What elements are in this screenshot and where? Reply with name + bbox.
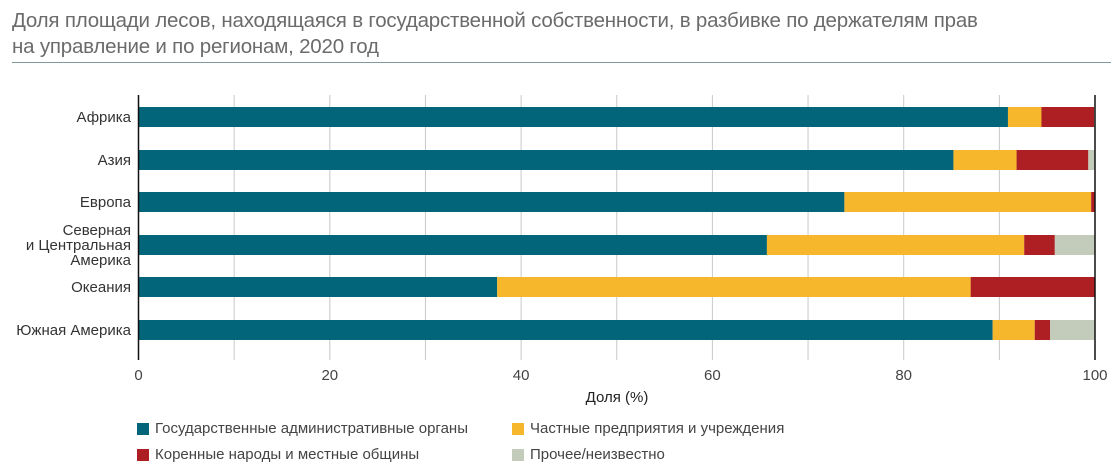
bar-segment-indigenous [1024,235,1055,255]
bar-segment-private [766,235,1025,255]
category-label-line: Америка [70,252,131,269]
legend-label: Прочее/неизвестно [530,446,665,463]
category-labels: Африка Азия Европа Северная и Центральная Аме… [16,109,131,339]
legend-swatch [137,422,149,435]
bar-segment-other [1088,150,1095,170]
bar-segment-private [844,192,1092,212]
legend-label: Государственные административные органы [155,420,468,437]
x-tick-label: 100 [1082,367,1107,384]
bar-segment-private [992,320,1035,340]
legend-item-indigenous: Коренные народы и местные общины [137,446,419,463]
bar-segment-private [1007,107,1042,127]
bar-segment-government [138,235,767,255]
legend-swatch [512,422,524,435]
bar-segment-private [497,277,971,297]
category-label: Океания [71,279,131,296]
bar-segment-government [138,320,993,340]
bar-segment-government [138,192,845,212]
legend-item-other: Прочее/неизвестно [512,446,665,463]
bar-segment-other [1050,320,1095,340]
x-tick-label: 60 [704,367,721,384]
chart-title: Доля площади лесов, находящаяся в госуда… [12,8,1102,60]
legend-item-government: Государственные административные органы [137,420,468,437]
category-label: Африка [77,109,132,126]
x-axis-label: Доля (%) [586,389,649,406]
category-label: Южная Америка [16,322,131,339]
gridlines [233,95,1000,360]
chart-title-line-2: на управление и по регионам, 2020 год [12,35,379,58]
chart-title-line-1: Доля площади лесов, находящаяся в госуда… [12,9,978,32]
legend-item-private: Частные предприятия и учреждения [512,420,784,437]
category-label: Европа [80,194,132,211]
bars [138,107,1095,340]
category-label-line: Северная [63,222,131,239]
legend-label: Коренные народы и местные общины [155,446,420,463]
category-label-line: Африка [77,109,132,126]
category-label: Азия [98,152,131,169]
bar-segment-government [138,150,954,170]
x-tick-label: 80 [895,367,912,384]
category-label-line: Южная Америка [16,322,131,339]
category-label-line: Океания [71,279,131,296]
x-tick-label: 0 [134,367,142,384]
title-divider [12,62,1111,63]
category-label: Северная и Центральная Америка [26,222,132,269]
category-label-line: Азия [98,152,131,169]
legend-label: Частные предприятия и учреждения [530,420,785,437]
category-label-line: Европа [80,194,132,211]
x-tick-labels: 0 20 40 60 80 100 [134,367,1107,384]
bar-segment-indigenous [1091,192,1095,212]
bar-segment-government [138,107,1008,127]
legend-swatch [137,448,149,461]
bar-segment-other [1054,235,1095,255]
bar-segment-indigenous [1016,150,1089,170]
x-tick-label: 20 [321,367,338,384]
bar-segment-government [138,277,498,297]
axes [137,95,1096,360]
legend-swatch [512,448,524,461]
x-tick-label: 40 [513,367,530,384]
bar-segment-private [953,150,1017,170]
category-label-line: и Центральная [26,237,131,254]
bar-segment-indigenous [1041,107,1095,127]
bar-segment-indigenous [970,277,1095,297]
bar-segment-indigenous [1034,320,1051,340]
